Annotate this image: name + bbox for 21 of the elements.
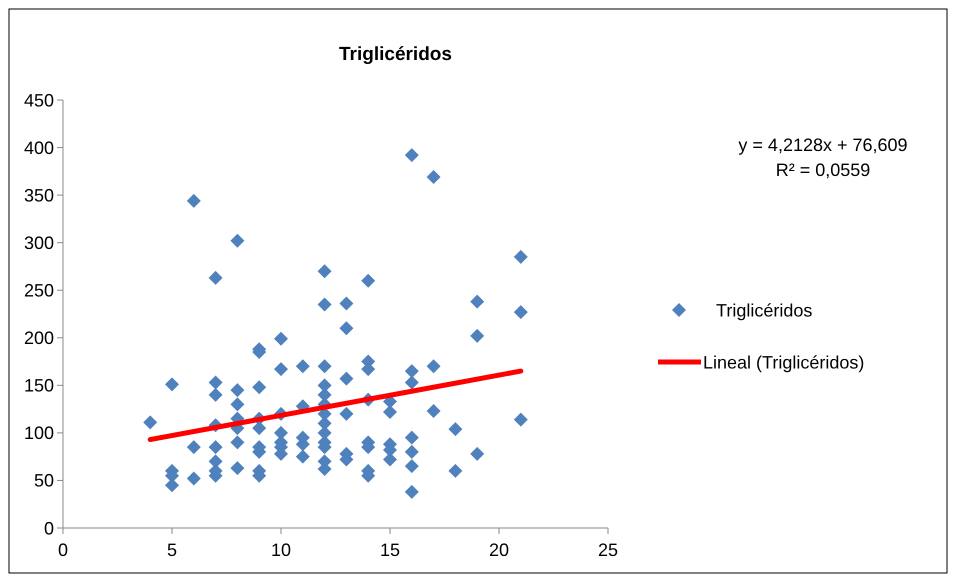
x-tick-label: 10: [270, 540, 292, 560]
y-tick-label: 200: [24, 328, 54, 348]
x-tick-label: 5: [166, 540, 178, 560]
x-tick-label: 25: [598, 540, 618, 560]
legend-label: Triglicéridos: [716, 300, 812, 320]
y-tick-label: 450: [24, 90, 54, 110]
text: R² = 0,0559: [776, 160, 870, 180]
y-tick-label: 300: [24, 232, 54, 253]
y-tick-label: 0: [44, 518, 54, 538]
y-tick-label: 100: [24, 423, 54, 444]
y-tick-label: 250: [24, 280, 54, 301]
y-tick-label: 50: [34, 470, 54, 491]
text: y = 4,2128x + 76,609: [738, 135, 908, 155]
y-tick-label: 150: [24, 376, 54, 396]
x-tick-label: 0: [58, 540, 68, 560]
legend-label: Lineal (Triglicéridos): [703, 352, 864, 372]
y-tick-label: 400: [24, 138, 54, 158]
x-tick-label: 15: [380, 540, 400, 560]
chart-title: Triglicéridos: [339, 44, 452, 65]
y-tick-label: 350: [24, 185, 54, 206]
x-tick-label: 20: [488, 540, 510, 560]
